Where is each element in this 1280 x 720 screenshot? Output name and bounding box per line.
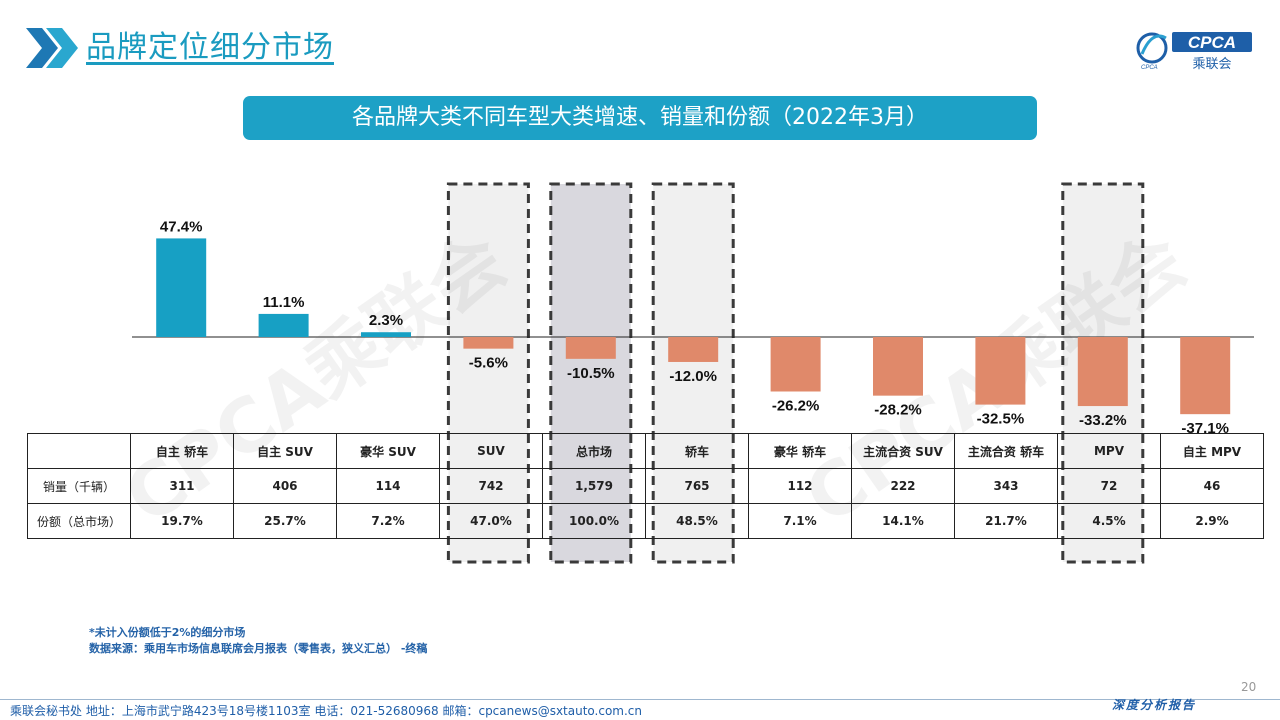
- data-label: -33.2%: [1079, 412, 1127, 429]
- share-cell: 19.7%: [130, 503, 234, 539]
- data-label: -37.1%: [1181, 420, 1229, 437]
- column-header: 自主 轿车: [130, 433, 234, 469]
- share-cell: 25.7%: [233, 503, 337, 539]
- share-cell: 100.0%: [542, 503, 646, 539]
- bar: [975, 337, 1026, 405]
- data-label: -28.2%: [874, 402, 922, 419]
- column-header: 豪华 SUV: [336, 433, 440, 469]
- data-label: -26.2%: [772, 397, 820, 414]
- share-cell: 2.9%: [1160, 503, 1264, 539]
- sales-cell: 406: [233, 468, 337, 504]
- share-cell: 4.5%: [1057, 503, 1161, 539]
- chart-subtitle-banner: 各品牌大类不同车型大类增速、销量和份额（2022年3月）: [243, 96, 1037, 140]
- share-cell: 7.2%: [336, 503, 440, 539]
- sales-cell: 765: [645, 468, 749, 504]
- sales-cell: 112: [748, 468, 852, 504]
- column-header: 自主 SUV: [233, 433, 337, 469]
- chart-subtitle: 各品牌大类不同车型大类增速、销量和份额（2022年3月）: [352, 105, 928, 130]
- bar: [1180, 337, 1231, 415]
- sales-cell: 1,579: [542, 468, 646, 504]
- bar: [770, 337, 821, 392]
- column-header: 总市场: [542, 433, 646, 469]
- column-header: SUV: [439, 433, 543, 469]
- page-number: 20: [1241, 680, 1257, 694]
- table-row-share: 份额（总市场） 19.7% 25.7% 7.2% 47.0% 100.0% 48.5% 7.…: [27, 503, 1264, 539]
- data-label: -12.0%: [669, 368, 717, 385]
- page-title: 品牌定位细分市场: [86, 30, 334, 65]
- share-cell: 14.1%: [851, 503, 955, 539]
- table-header-row: 自主 轿车 自主 SUV 豪华 SUV SUV 总市场 轿车 豪华 轿车 主流合资 SUV 主流…: [27, 433, 1264, 469]
- column-header: 主流合资 SUV: [851, 433, 955, 469]
- bar: [463, 337, 514, 349]
- chevron-double-icon: [26, 28, 78, 68]
- cpca-logo: CPCA CPCA 乘联会: [1136, 32, 1252, 72]
- bar: [361, 332, 411, 337]
- bar: [1077, 337, 1128, 407]
- data-source-note: 数据来源：乘用车市场信息联席会月报表（零售表，狭义汇总） -终稿: [89, 642, 428, 655]
- share-cell: 7.1%: [748, 503, 852, 539]
- column-header: 豪华 轿车: [748, 433, 852, 469]
- bar: [565, 337, 616, 359]
- table-row-sales: 销量（千辆） 311 406 114 742 1,579 765 112 222 343 72 46: [27, 468, 1264, 504]
- data-label: 47.4%: [160, 218, 203, 235]
- data-label: -5.6%: [469, 355, 508, 372]
- column-header: 主流合资 轿车: [954, 433, 1058, 469]
- sales-cell: 72: [1057, 468, 1161, 504]
- bar: [668, 337, 719, 362]
- sales-cell: 114: [336, 468, 440, 504]
- column-header: 轿车: [645, 433, 749, 469]
- sales-cell: 742: [439, 468, 543, 504]
- data-label: -10.5%: [567, 365, 615, 382]
- logo-mark-text: CPCA: [1141, 65, 1158, 71]
- data-table: 自主 轿车 自主 SUV 豪华 SUV SUV 总市场 轿车 豪华 轿车 主流合资 SUV 主流…: [27, 433, 1264, 539]
- bar: [258, 313, 309, 337]
- logo-text: CPCA: [1188, 33, 1236, 52]
- sales-cell: 222: [851, 468, 955, 504]
- column-header: MPV: [1057, 433, 1161, 469]
- bar: [873, 337, 923, 396]
- column-header: 自主 MPV: [1160, 433, 1264, 469]
- footer-divider: [0, 699, 1280, 700]
- data-label: 2.3%: [369, 312, 403, 329]
- data-label: 11.1%: [263, 294, 305, 311]
- footnote: *未计入份额低于2%的细分市场: [89, 626, 246, 639]
- logo-subtext: 乘联会: [1192, 57, 1231, 72]
- row-label-share: 份额（总市场）: [27, 503, 131, 539]
- share-cell: 48.5%: [645, 503, 749, 539]
- bar: [156, 238, 207, 337]
- sales-cell: 311: [130, 468, 234, 504]
- sales-cell: 343: [954, 468, 1058, 504]
- row-label-sales: 销量（千辆）: [27, 468, 131, 504]
- share-cell: 47.0%: [439, 503, 543, 539]
- table-corner-cell: [27, 433, 131, 469]
- data-label: -32.5%: [977, 411, 1025, 428]
- sales-cell: 46: [1160, 468, 1264, 504]
- share-cell: 21.7%: [954, 503, 1058, 539]
- footer-contact: 乘联会秘书处 地址：上海市武宁路423号18号楼1103室 电话：021-526…: [10, 704, 643, 718]
- footer-report-label: 深度分析报告: [1112, 698, 1197, 712]
